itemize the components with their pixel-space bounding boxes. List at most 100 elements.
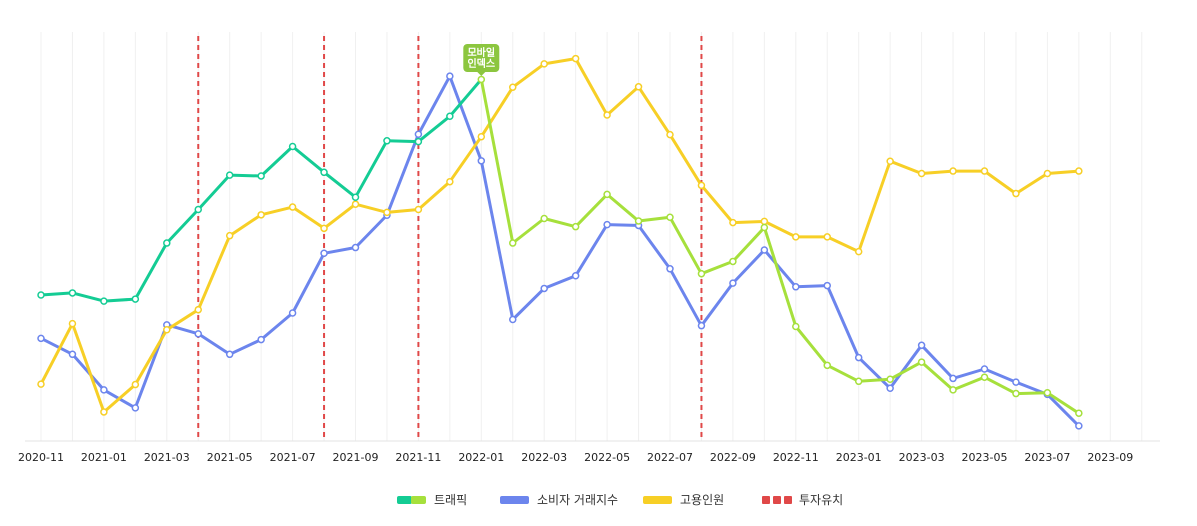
x-tick-label: 2022-03 <box>521 451 567 464</box>
data-point <box>383 208 391 217</box>
data-point <box>383 137 391 145</box>
data-point <box>68 350 77 359</box>
data-point <box>194 330 202 338</box>
x-tick-label: 2023-09 <box>1087 451 1133 464</box>
legend-swatch-dash <box>784 496 792 504</box>
data-point <box>194 305 202 314</box>
x-tick-label: 2021-03 <box>144 451 190 464</box>
x-tick-label: 2021-05 <box>207 451 253 464</box>
legend-label: 트래픽 <box>434 493 467 507</box>
data-point <box>980 373 989 381</box>
data-point <box>225 350 234 359</box>
data-point <box>351 243 360 252</box>
data-point <box>414 205 423 214</box>
data-point <box>320 168 328 177</box>
data-point <box>729 257 737 266</box>
data-point <box>163 326 171 334</box>
data-point <box>697 321 706 330</box>
data-point <box>666 265 674 273</box>
data-point <box>477 157 486 165</box>
data-point <box>446 72 454 80</box>
x-tick-label: 2022-11 <box>773 451 819 464</box>
data-point <box>792 283 800 291</box>
data-point <box>37 380 45 388</box>
data-point <box>351 193 360 201</box>
legend-swatch-traffic-a <box>397 496 412 504</box>
data-point <box>100 408 108 416</box>
legend-label: 소비자 거래지수 <box>537 493 618 507</box>
series-line <box>40 74 1080 427</box>
x-tick-label: 2020-11 <box>18 451 64 464</box>
data-point <box>477 75 486 84</box>
data-point <box>509 83 517 91</box>
data-point <box>603 190 611 199</box>
x-tick-label: 2021-09 <box>333 451 379 464</box>
data-point <box>854 377 863 386</box>
data-point <box>854 353 863 362</box>
data-point <box>634 83 643 91</box>
x-tick-label: 2022-05 <box>584 451 630 464</box>
data-point <box>823 281 831 290</box>
data-point <box>540 60 548 68</box>
data-point <box>917 169 926 178</box>
x-tick-label: 2021-11 <box>395 451 441 464</box>
x-tick-label: 2021-01 <box>81 451 127 464</box>
series-line <box>39 57 1079 414</box>
data-point <box>760 217 769 226</box>
data-point <box>729 218 737 227</box>
data-point <box>446 177 454 186</box>
x-tick-label: 2022-07 <box>647 451 693 464</box>
data-point <box>603 111 611 119</box>
data-point <box>760 246 769 254</box>
data-point <box>163 239 171 247</box>
x-tick-label: 2021-07 <box>270 451 316 464</box>
x-tick-label: 2023-03 <box>899 451 945 464</box>
data-point <box>1043 388 1052 397</box>
data-point <box>131 295 140 303</box>
data-point <box>980 167 989 175</box>
data-point <box>886 384 894 392</box>
data-point <box>257 211 265 219</box>
data-point <box>288 142 297 151</box>
data-point <box>886 375 894 383</box>
data-point <box>666 213 674 222</box>
data-point <box>414 130 423 138</box>
data-point <box>1012 378 1020 386</box>
annotation-box <box>463 44 500 72</box>
data-point <box>509 239 517 247</box>
data-point <box>446 112 454 121</box>
data-point <box>320 224 328 233</box>
x-tick-label: 2022-09 <box>710 451 756 464</box>
data-point <box>194 205 202 214</box>
data-point <box>540 214 548 223</box>
legend-swatch-dash <box>762 496 770 504</box>
data-point <box>68 319 77 328</box>
data-point <box>509 315 517 324</box>
data-point <box>792 233 800 241</box>
data-point <box>917 341 926 350</box>
data-point <box>571 222 580 231</box>
series-line-traffic-late <box>479 79 1080 415</box>
data-point <box>697 269 706 278</box>
legend-swatch-traffic-b <box>411 496 426 504</box>
annotation-text: 모바일 <box>467 46 495 59</box>
data-point <box>225 231 234 240</box>
annotation-pointer <box>477 72 486 76</box>
annotation-text: 인덱스 <box>467 57 495 70</box>
data-point <box>288 203 297 211</box>
data-point <box>854 247 863 256</box>
legend-swatch-dash <box>773 496 781 504</box>
data-point <box>414 137 423 146</box>
data-point <box>257 172 265 180</box>
data-point <box>131 404 140 412</box>
data-point <box>697 181 706 190</box>
data-point <box>37 291 45 299</box>
data-point <box>1012 389 1020 398</box>
data-point <box>949 167 957 175</box>
data-point <box>603 220 611 229</box>
data-point <box>257 335 265 344</box>
data-point <box>320 249 328 258</box>
legend-label: 투자유치 <box>799 493 843 507</box>
data-point <box>351 200 360 208</box>
data-point <box>131 380 140 389</box>
